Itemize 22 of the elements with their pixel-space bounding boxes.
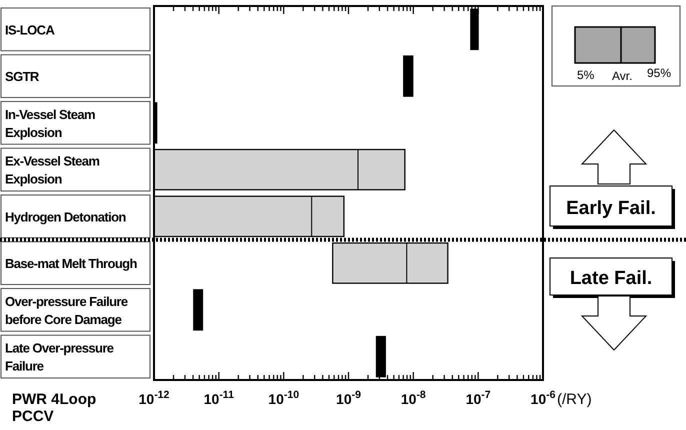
x-tick-label: 10$^{-9}$ [336,389,362,407]
y-tick-label: Late Over-pressure Failure [5,340,114,374]
text: Early Fail. [566,198,656,219]
y-tick-label: SGTR [5,69,40,84]
x-tick-label: 10$^{-6}$ [530,389,556,407]
text: 5% [577,68,595,82]
x-tick-label: 10$^{-7}$ [466,389,491,407]
y-tick-label: Base-mat Melt Through [5,256,138,272]
text: PWR 4Loop PCCV [12,391,96,425]
text: Late Fail. [570,268,652,289]
x-axis-title: (/RY) [557,391,592,408]
y-tick-label: IS-LOCA [5,22,56,38]
x-tick-label: 10$^{-11}$ [204,389,234,407]
text: Avr. [612,69,632,83]
y-tick-label: Over-pressure Failure before Core Damage [5,294,128,327]
x-tick-label: 10$^{-12}$ [138,389,170,407]
text: 95% [647,66,672,80]
x-tick-label: 10$^{-8}$ [400,389,426,407]
y-tick-label: In-Vessel Steam Explosion [5,106,96,140]
x-tick-label: 10$^{-10}$ [268,389,300,407]
y-tick-label: Hydrogen Detonation [5,209,126,224]
y-tick-label: Ex-Vessel Steam Explosion [5,154,100,187]
